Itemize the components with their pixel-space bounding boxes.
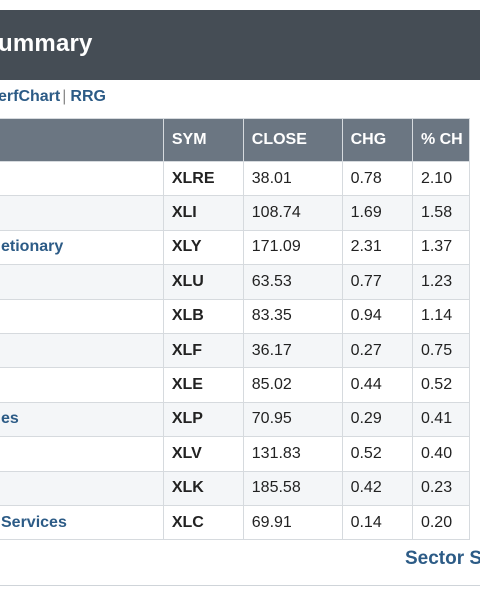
- close-cell: 63.53: [242, 264, 343, 300]
- percent-change-cell: 1.58: [411, 195, 471, 231]
- table-row: es XLP 70.95 0.29 0.41: [0, 401, 471, 438]
- sector-name-link[interactable]: es: [0, 401, 164, 438]
- sector-summary-link[interactable]: Sector S: [405, 548, 480, 569]
- close-cell: 131.83: [242, 436, 343, 472]
- percent-change-cell: 0.23: [411, 470, 471, 506]
- table-row: Services XLC 69.91 0.14 0.20: [0, 504, 471, 541]
- percent-change-cell: 0.20: [411, 504, 471, 541]
- table-row: XLK 185.58 0.42 0.23: [0, 470, 471, 506]
- table-header-row: SYM CLOSE CHG % CH: [0, 118, 471, 162]
- close-cell: 108.74: [242, 195, 343, 231]
- symbol-cell: XLU: [162, 264, 244, 300]
- change-cell: 0.77: [341, 264, 413, 300]
- sector-name-link[interactable]: Services: [0, 504, 164, 541]
- percent-change-cell: 0.41: [411, 401, 471, 438]
- change-cell: 0.44: [341, 367, 413, 403]
- perfchart-link[interactable]: erfChart: [0, 88, 61, 105]
- sector-summary-table: SYM CLOSE CHG % CH XLRE 38.01 0.78 2.10 XLI 1…: [0, 118, 471, 541]
- bottom-divider: [0, 585, 480, 586]
- percent-change-cell: 1.14: [411, 298, 471, 334]
- change-cell: 0.52: [341, 436, 413, 472]
- change-cell: 2.31: [341, 229, 413, 266]
- symbol-cell: XLI: [162, 195, 244, 231]
- close-cell: 83.35: [242, 298, 343, 334]
- chart-links: erfChart | RRG: [0, 88, 106, 106]
- percent-change-cell: 0.75: [411, 332, 471, 369]
- close-cell: 36.17: [242, 332, 343, 369]
- percent-change-cell: 1.23: [411, 264, 471, 300]
- table-row: etionary XLY 171.09 2.31 1.37: [0, 229, 471, 266]
- table-row: XLV 131.83 0.52 0.40: [0, 436, 471, 472]
- percent-change-cell: 2.10: [411, 160, 471, 197]
- sector-name-link[interactable]: [0, 436, 164, 472]
- change-cell: 0.29: [341, 401, 413, 438]
- link-separator: |: [62, 88, 67, 105]
- close-cell: 85.02: [242, 367, 343, 403]
- percent-change-cell: 0.52: [411, 367, 471, 403]
- change-cell: 0.42: [341, 470, 413, 506]
- symbol-cell: XLY: [162, 229, 244, 266]
- percent-change-cell: 0.40: [411, 436, 471, 472]
- table-row: XLI 108.74 1.69 1.58: [0, 195, 471, 231]
- column-header-pct-chg[interactable]: % CH: [411, 118, 471, 162]
- sector-name-link[interactable]: [0, 298, 164, 334]
- symbol-cell: XLP: [162, 401, 244, 438]
- change-cell: 0.27: [341, 332, 413, 369]
- change-cell: 1.69: [341, 195, 413, 231]
- page-header: ummary: [0, 10, 480, 80]
- change-cell: 0.94: [341, 298, 413, 334]
- symbol-cell: XLE: [162, 367, 244, 403]
- sector-name-link[interactable]: [0, 470, 164, 506]
- close-cell: 185.58: [242, 470, 343, 506]
- table-row: XLU 63.53 0.77 1.23: [0, 264, 471, 300]
- column-header-chg[interactable]: CHG: [341, 118, 413, 162]
- table-row: XLRE 38.01 0.78 2.10: [0, 160, 471, 197]
- percent-change-cell: 1.37: [411, 229, 471, 266]
- table-body: XLRE 38.01 0.78 2.10 XLI 108.74 1.69 1.58 etiona…: [0, 160, 471, 541]
- symbol-cell: XLK: [162, 470, 244, 506]
- change-cell: 0.14: [341, 504, 413, 541]
- column-header-sector[interactable]: [0, 118, 164, 162]
- change-cell: 0.78: [341, 160, 413, 197]
- rrg-link[interactable]: RRG: [70, 88, 106, 105]
- column-header-sym[interactable]: SYM: [162, 118, 244, 162]
- symbol-cell: XLF: [162, 332, 244, 369]
- column-header-close[interactable]: CLOSE: [242, 118, 343, 162]
- close-cell: 38.01: [242, 160, 343, 197]
- symbol-cell: XLB: [162, 298, 244, 334]
- table-row: XLE 85.02 0.44 0.52: [0, 367, 471, 403]
- sector-name-link[interactable]: [0, 332, 164, 369]
- page-title: ummary: [0, 30, 93, 57]
- sector-name-link[interactable]: [0, 367, 164, 403]
- top-strip: [0, 0, 480, 10]
- symbol-cell: XLC: [162, 504, 244, 541]
- sector-name-link[interactable]: [0, 264, 164, 300]
- sector-name-link[interactable]: [0, 160, 164, 197]
- close-cell: 70.95: [242, 401, 343, 438]
- symbol-cell: XLV: [162, 436, 244, 472]
- close-cell: 171.09: [242, 229, 343, 266]
- sector-name-link[interactable]: etionary: [0, 229, 164, 266]
- sector-name-link[interactable]: [0, 195, 164, 231]
- symbol-cell: XLRE: [162, 160, 244, 197]
- table-row: XLB 83.35 0.94 1.14: [0, 298, 471, 334]
- table-row: XLF 36.17 0.27 0.75: [0, 332, 471, 369]
- close-cell: 69.91: [242, 504, 343, 541]
